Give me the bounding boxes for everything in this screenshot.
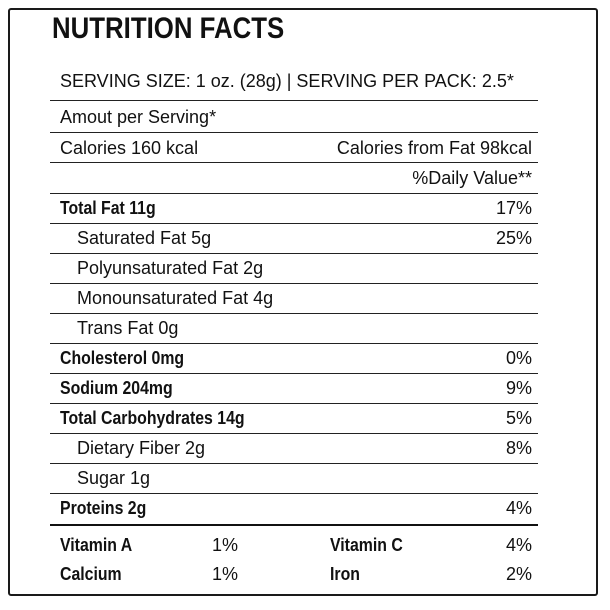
nutrient-label: Total Carbohydrates 14g — [60, 408, 245, 428]
daily-value-header: %Daily Value** — [412, 168, 532, 188]
nutrient-daily-value: 5% — [505, 408, 532, 428]
nutrient-row: Sodium 204mg 9% — [50, 373, 538, 403]
nutrient-row: Trans Fat 0g — [50, 313, 538, 343]
nutrient-label: Trans Fat 0g — [77, 318, 179, 338]
amount-per-serving-row: Amout per Serving* — [50, 102, 538, 132]
vitamin-value: 2% — [505, 564, 532, 584]
divider — [50, 313, 538, 314]
divider — [50, 132, 538, 133]
nutrient-row: Total Carbohydrates 14g 5% — [50, 403, 538, 433]
nutrient-daily-value: 17% — [495, 198, 532, 218]
divider — [50, 403, 538, 404]
nutrient-row: Cholesterol 0mg 0% — [50, 343, 538, 373]
nutrient-daily-value: 8% — [505, 438, 532, 458]
divider — [50, 343, 538, 344]
nutrient-label: Sodium 204mg — [60, 378, 173, 398]
vitamin-value: 4% — [505, 535, 532, 555]
divider — [50, 463, 538, 464]
vitamin-name: Calcium — [60, 564, 122, 584]
calories-from-fat: Calories from Fat 98kcal — [336, 138, 532, 158]
divider — [50, 283, 538, 284]
divider — [50, 162, 538, 163]
label-title: NUTRITION FACTS — [52, 12, 285, 45]
nutrient-label: Dietary Fiber 2g — [77, 438, 206, 458]
divider — [50, 433, 538, 434]
serving-text: SERVING SIZE: 1 oz. (28g) | SERVING PER … — [60, 71, 514, 91]
nutrient-label: Polyunsaturated Fat 2g — [77, 258, 264, 278]
nutrient-label: Saturated Fat 5g — [77, 228, 212, 248]
vitamin-name: Vitamin C — [330, 535, 403, 555]
nutrient-daily-value: 0% — [505, 348, 532, 368]
divider — [50, 100, 538, 101]
vitamin-row: Calcium 1% Iron 2% — [50, 559, 538, 589]
nutrient-row: Dietary Fiber 2g 8% — [50, 433, 538, 463]
daily-value-header-row: %Daily Value** — [50, 163, 538, 193]
nutrient-label: Cholesterol 0mg — [60, 348, 185, 368]
nutrient-label: Total Fat 11g — [60, 198, 156, 218]
nutrient-label: Proteins 2g — [60, 498, 147, 518]
nutrient-daily-value: 4% — [505, 498, 532, 518]
nutrient-daily-value: 9% — [505, 378, 532, 398]
calories-value: Calories 160 kcal — [60, 138, 199, 158]
vitamin-row: Vitamin A 1% Vitamin C 4% — [50, 530, 538, 560]
calories-row: Calories 160 kcal Calories from Fat 98kc… — [50, 133, 538, 163]
nutrient-row: Sugar 1g — [50, 463, 538, 493]
nutrient-row: Monounsaturated Fat 4g — [50, 283, 538, 313]
vitamin-value: 1% — [212, 535, 239, 555]
nutrient-row: Proteins 2g 4% — [50, 493, 538, 523]
vitamin-name: Vitamin A — [60, 535, 133, 555]
amount-per-serving: Amout per Serving* — [60, 107, 217, 127]
section-divider — [50, 524, 538, 526]
divider — [50, 223, 538, 224]
divider — [50, 253, 538, 254]
nutrition-label-frame — [8, 8, 598, 596]
serving-info: SERVING SIZE: 1 oz. (28g) | SERVING PER … — [50, 66, 538, 96]
vitamin-name: Iron — [330, 564, 360, 584]
nutrient-row: Saturated Fat 5g 25% — [50, 223, 538, 253]
nutrient-label: Monounsaturated Fat 4g — [77, 288, 274, 308]
divider — [50, 493, 538, 494]
divider — [50, 373, 538, 374]
nutrient-row: Polyunsaturated Fat 2g — [50, 253, 538, 283]
vitamin-value: 1% — [212, 564, 239, 584]
nutrient-daily-value: 25% — [495, 228, 532, 248]
nutrient-label: Sugar 1g — [77, 468, 151, 488]
divider — [50, 193, 538, 194]
nutrient-row: Total Fat 11g 17% — [50, 193, 538, 223]
